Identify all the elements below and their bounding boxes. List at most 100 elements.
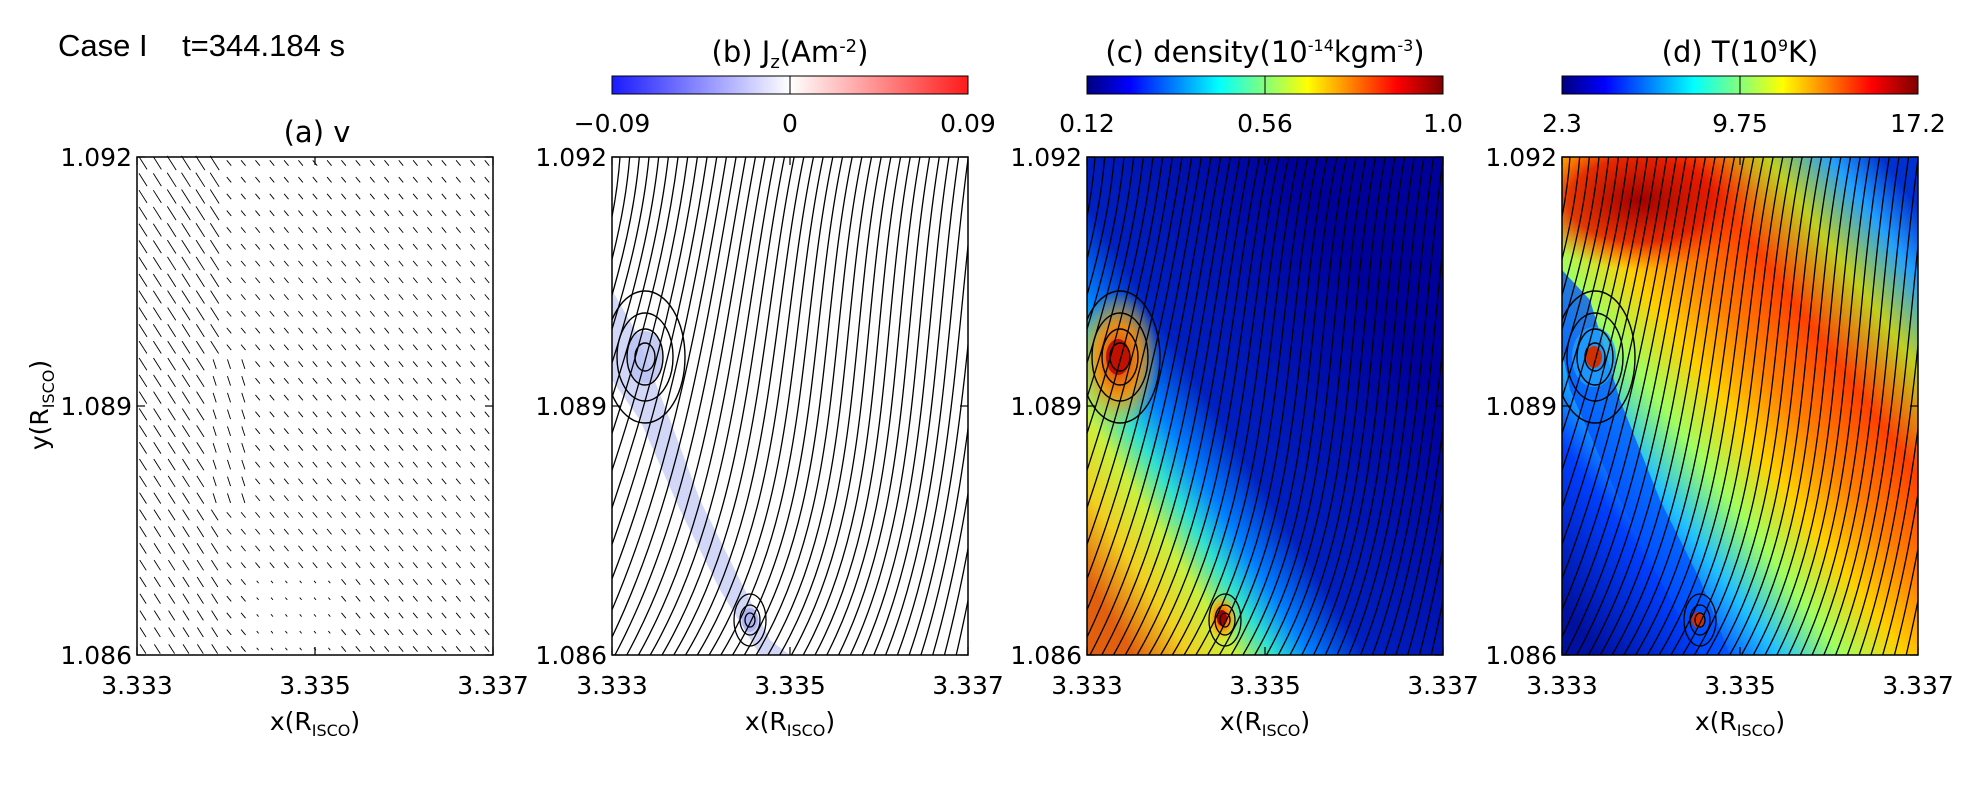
velocity-arrow xyxy=(398,327,404,334)
velocity-arrow xyxy=(313,614,317,617)
island-contour xyxy=(1087,290,1161,424)
velocity-arrow xyxy=(369,160,375,166)
velocity-arrow xyxy=(441,444,447,451)
velocity-arrow xyxy=(369,612,375,619)
panel-d: (d) T(109K) xyxy=(1561,35,1919,656)
velocity-arrow xyxy=(470,511,476,518)
velocity-arrow xyxy=(167,324,177,338)
velocity-arrow xyxy=(398,310,404,317)
velocity-arrow xyxy=(441,562,447,569)
velocity-arrow xyxy=(369,210,375,217)
velocity-arrow xyxy=(153,391,162,404)
velocity-arrow xyxy=(269,260,275,267)
field-line xyxy=(1348,157,1435,655)
field-line xyxy=(1336,157,1425,655)
velocity-arrow xyxy=(441,461,447,468)
velocity-arrow xyxy=(398,377,404,384)
velocity-arrow xyxy=(427,461,433,468)
velocity-arrow xyxy=(181,189,191,204)
velocity-arrow xyxy=(269,210,275,217)
velocity-arrow xyxy=(211,593,219,604)
field-line xyxy=(1148,157,1270,655)
velocity-arrow xyxy=(270,647,274,651)
velocity-arrow xyxy=(484,411,490,418)
velocity-arrow xyxy=(441,528,447,535)
velocity-arrow xyxy=(441,327,447,334)
velocity-arrow xyxy=(240,545,246,552)
velocity-arrow xyxy=(470,377,476,384)
velocity-arrow xyxy=(427,310,433,317)
velocity-arrow xyxy=(196,526,205,538)
velocity-arrow xyxy=(138,189,148,204)
velocity-arrow xyxy=(455,511,461,518)
velocity-arrow xyxy=(298,444,304,451)
velocity-arrow xyxy=(398,394,404,401)
velocity-arrow xyxy=(398,361,404,368)
velocity-arrow xyxy=(312,562,318,569)
field-line xyxy=(1265,157,1367,655)
velocity-arrow xyxy=(181,256,191,271)
velocity-arrow xyxy=(181,155,191,171)
velocity-arrow xyxy=(369,545,375,552)
axes-layer: 3.333 3.335 3.337x(RISCO)1.0921.0891.0863.… xyxy=(60,76,1954,740)
velocity-arrow xyxy=(138,391,148,404)
velocity-arrow xyxy=(226,528,232,535)
velocity-arrow xyxy=(196,425,205,438)
velocity-arrow xyxy=(227,359,231,369)
velocity-arrow xyxy=(139,559,147,571)
velocity-arrow xyxy=(369,629,375,636)
velocity-arrow xyxy=(369,444,375,451)
velocity-arrow xyxy=(168,593,176,604)
velocity-arrow xyxy=(427,646,433,652)
velocity-arrow xyxy=(269,495,275,502)
velocity-arrow xyxy=(412,243,418,250)
field-line xyxy=(896,239,968,655)
velocity-arrow xyxy=(240,595,246,602)
velocity-arrow xyxy=(470,310,476,317)
time-label: t=344.184 s xyxy=(182,28,345,63)
velocity-arrow xyxy=(182,526,190,538)
velocity-arrow xyxy=(326,478,332,485)
field-line xyxy=(1611,157,1736,655)
velocity-arrow xyxy=(484,595,490,602)
x-axis-label: x(RISCO) xyxy=(1220,707,1310,740)
velocity-arrow xyxy=(255,461,261,468)
velocity-arrow xyxy=(455,243,461,250)
field-line xyxy=(1858,339,1918,655)
velocity-arrow xyxy=(181,222,191,238)
velocity-arrow xyxy=(455,294,461,301)
x-tick-label: 3.335 xyxy=(279,671,351,700)
velocity-arrow xyxy=(211,644,219,654)
velocity-arrow xyxy=(326,260,332,267)
field-line xyxy=(755,157,863,655)
velocity-arrow xyxy=(269,193,275,200)
velocity-arrow xyxy=(441,545,447,552)
velocity-arrow xyxy=(369,461,375,468)
field-line xyxy=(626,157,757,655)
velocity-arrow xyxy=(167,273,177,288)
velocity-arrow xyxy=(298,495,304,502)
velocity-arrow xyxy=(153,576,161,588)
field-line xyxy=(1087,157,1174,510)
field-line xyxy=(1752,157,1852,655)
field-line xyxy=(1371,239,1443,655)
field-line xyxy=(685,157,805,655)
velocity-arrow xyxy=(326,176,332,183)
velocity-arrow xyxy=(283,160,289,166)
velocity-arrow xyxy=(470,545,476,552)
velocity-arrow xyxy=(355,629,361,636)
velocity-arrow xyxy=(326,377,332,384)
velocity-arrow xyxy=(398,595,404,602)
velocity-arrow xyxy=(139,475,147,488)
velocity-arrow xyxy=(369,277,375,284)
velocity-arrow xyxy=(398,612,404,619)
velocity-arrow xyxy=(227,476,231,487)
velocity-arrow xyxy=(470,595,476,602)
velocity-arrow xyxy=(455,394,461,401)
velocity-arrow xyxy=(427,578,433,585)
velocity-arrow xyxy=(341,528,347,535)
velocity-arrow xyxy=(326,227,332,234)
field-line xyxy=(743,157,853,655)
x-axis-label: x(RISCO) xyxy=(270,707,360,740)
island-contour-small xyxy=(1214,604,1236,636)
